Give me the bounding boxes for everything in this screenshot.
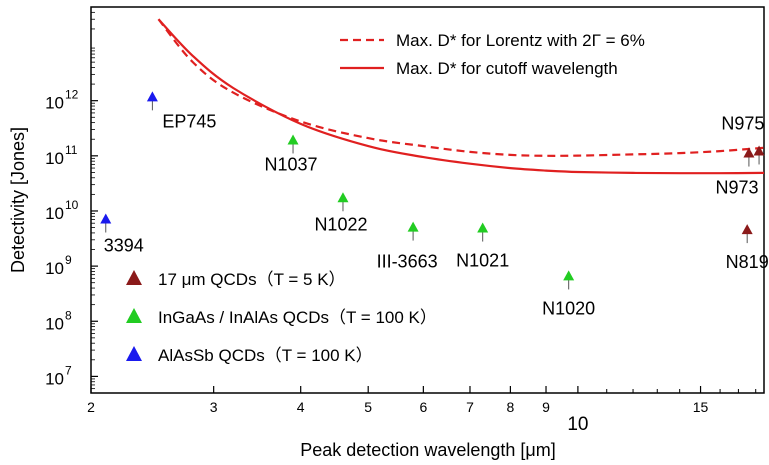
legend-series-label: InGaAs / InAlAs QCDs（T = 100 K） [158,308,437,327]
y-tick-label: 10 10 [45,198,79,223]
legend-series-label: 17 μm QCDs（T = 5 K） [158,270,346,289]
triangle-marker-icon [477,222,489,233]
y-axis-title: Detectivity [Jones] [8,127,28,273]
point-label: N819 [726,252,769,272]
y-tick-label: 10 12 [45,88,79,113]
triangle-marker-icon [337,192,349,203]
y-tick-base: 10 [45,259,64,278]
legend-series-label: AlAsSb QCDs（T = 100 K） [158,346,373,365]
y-tick-label: 10 9 [45,253,72,278]
y-tick-base: 10 [45,149,64,168]
legend-triangle-icon [126,308,142,323]
triangle-marker-icon [563,270,575,281]
point-label: N1021 [456,251,509,271]
legend-curve-label: Max. D* for Lorentz with 2Γ = 6% [396,31,645,50]
point-label: N973 [716,177,759,197]
legend-triangle-icon [126,346,142,361]
triangle-marker-icon [741,224,753,235]
legend: Max. D* for Lorentz with 2Γ = 6% Max. D* … [126,31,645,365]
cutoff-curve-solid [157,18,764,175]
lorentz-curve-dashed [157,18,764,157]
x-tick-label: 8 [506,399,514,415]
data-point: N1020 [542,270,595,318]
y-tick-exponent: 11 [65,143,78,157]
x-tick-label: 6 [419,399,427,415]
x-tick-label: 7 [466,399,474,415]
legend-curve-label: Max. D* for cutoff wavelength [396,59,618,78]
triangle-marker-icon [743,147,755,158]
triangle-marker-icon [100,213,112,224]
data-points: N975 N973 N819 N1037 N1022 III-3663 N1021 N1020… [100,91,769,318]
point-label: 3394 [104,236,144,256]
point-label: EP745 [162,111,216,131]
y-tick-exponent: 8 [65,308,72,322]
data-point: 3394 [100,213,144,256]
point-label: N1037 [265,154,318,174]
x-tick-label: 10 [567,414,588,435]
data-point: III-3663 [377,221,438,272]
y-tick-base: 10 [45,314,64,333]
triangle-marker-icon [407,221,419,232]
plot-frame [90,6,765,394]
point-label: N1022 [314,214,367,234]
y-tick-base: 10 [45,94,64,113]
data-point: N819 [726,224,769,272]
legend-triangle-icon [126,270,142,285]
y-tick-label: 10 7 [45,363,72,388]
y-tick-label: 10 8 [45,308,72,333]
data-point: N1021 [456,222,509,271]
data-point: N1022 [314,192,367,234]
x-tick-label: 9 [542,399,550,415]
data-point: N975 [721,114,764,167]
x-tick-label: 5 [364,399,372,415]
x-tick-label: 4 [297,399,305,415]
triangle-marker-icon [287,134,299,145]
y-tick-base: 10 [45,369,64,388]
y-tick-exponent: 9 [65,253,72,267]
y-tick-base: 10 [45,204,64,223]
x-tick-label: 2 [87,399,95,415]
x-tick-label: 15 [693,399,709,415]
y-tick-exponent: 12 [65,88,79,102]
x-axis-title: Peak detection wavelength [μm] [300,440,556,460]
data-point: N973 [716,145,765,197]
data-point: N1037 [265,134,318,174]
triangle-marker-icon [753,145,765,156]
x-tick-label: 3 [210,399,218,415]
point-label: N975 [721,114,764,134]
y-tick-exponent: 7 [65,363,72,377]
theory-curves [157,18,764,175]
point-label: N1020 [542,298,595,318]
y-tick-exponent: 10 [65,198,79,212]
point-label: III-3663 [377,252,438,272]
triangle-marker-icon [146,91,158,102]
y-tick-label: 10 11 [45,143,78,168]
data-point: EP745 [146,91,216,131]
